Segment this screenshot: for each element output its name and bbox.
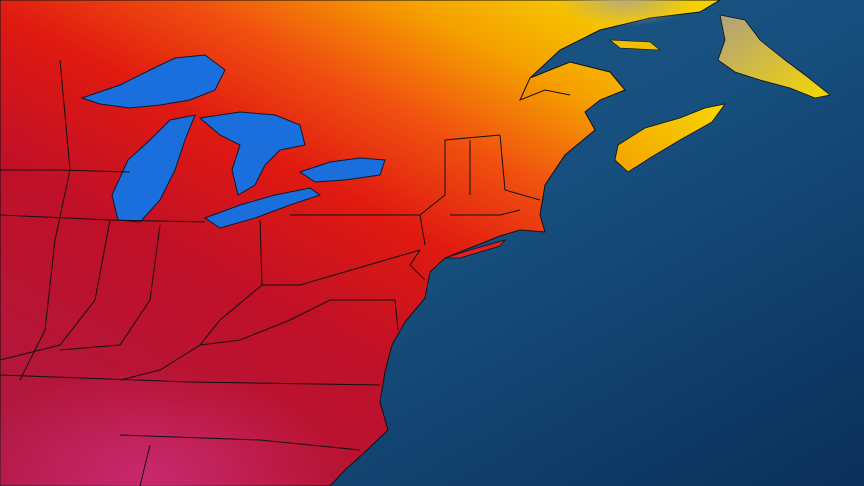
newfoundland	[717, 14, 831, 99]
long-island	[444, 239, 507, 259]
lake-huron	[198, 111, 306, 196]
lake-michigan	[111, 114, 196, 223]
great-lakes	[80, 54, 386, 229]
lake-superior	[80, 54, 226, 109]
pei-island	[609, 39, 661, 51]
lake-ontario	[298, 157, 386, 183]
lake-erie	[203, 187, 322, 229]
nova-scotia	[614, 103, 726, 173]
state-borders	[0, 59, 571, 486]
